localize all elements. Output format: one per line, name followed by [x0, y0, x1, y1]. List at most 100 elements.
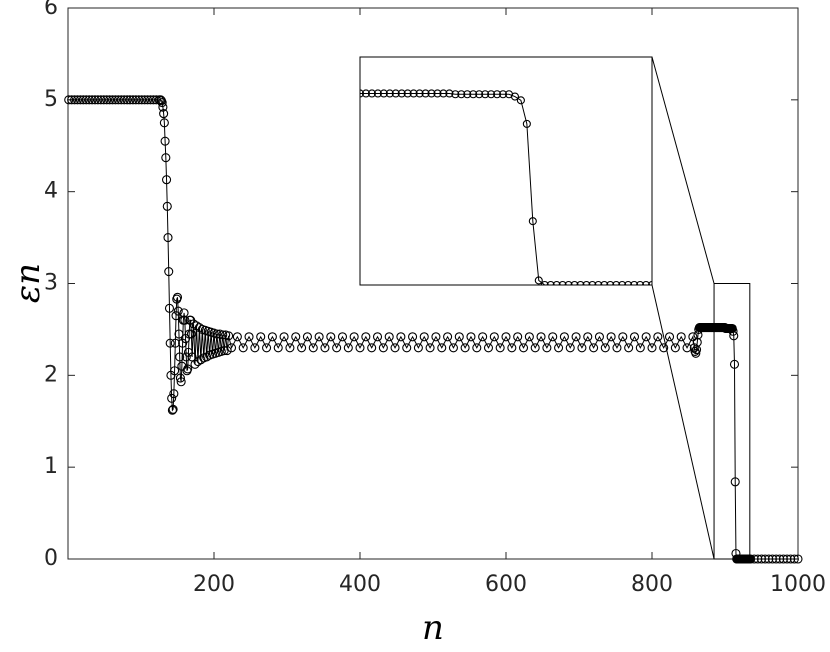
data-point	[753, 554, 763, 564]
data-point	[163, 233, 173, 243]
data-point	[583, 332, 593, 342]
data-point	[489, 332, 499, 342]
data-point	[552, 280, 561, 285]
data-point	[775, 554, 785, 564]
data-point	[113, 95, 123, 105]
data-point	[676, 332, 686, 342]
data-point	[285, 343, 295, 353]
data-point	[641, 332, 651, 342]
data-point	[291, 90, 298, 97]
data-point	[128, 95, 138, 105]
data-point	[408, 332, 418, 342]
data-point	[689, 343, 699, 353]
data-point	[577, 343, 587, 353]
data-point	[378, 343, 388, 353]
data-point	[162, 175, 172, 185]
data-point	[540, 280, 549, 285]
data-point	[367, 89, 376, 98]
data-point	[137, 95, 147, 105]
data-point	[528, 217, 537, 226]
data-point	[238, 343, 248, 353]
data-point	[534, 276, 543, 285]
data-point	[297, 343, 307, 353]
data-point	[172, 292, 183, 302]
data-point	[267, 90, 274, 97]
data-point	[606, 332, 616, 342]
data-point	[522, 119, 531, 128]
data-point	[483, 343, 494, 353]
data-point	[255, 90, 262, 97]
data-point	[320, 343, 330, 353]
data-point	[670, 343, 680, 353]
data-point	[774, 282, 781, 289]
data-point	[728, 326, 738, 336]
data-point	[516, 96, 525, 105]
data-point	[786, 554, 796, 564]
x-tick-label: 400	[339, 572, 381, 597]
data-point	[70, 95, 80, 105]
data-point	[624, 343, 634, 353]
data-point	[379, 89, 388, 98]
data-point	[337, 332, 348, 342]
data-point	[361, 332, 371, 342]
data-point	[554, 343, 564, 353]
data-point	[397, 89, 406, 98]
data-line	[360, 92, 652, 285]
data-point	[315, 90, 322, 97]
data-point	[122, 95, 132, 105]
data-point	[161, 153, 171, 163]
data-point	[162, 201, 172, 211]
data-point	[157, 98, 167, 108]
data-point	[174, 329, 184, 339]
data-point	[714, 282, 721, 289]
data-point	[487, 90, 496, 99]
data-point	[501, 332, 511, 342]
data-point	[279, 332, 289, 342]
data-point	[167, 405, 177, 415]
data-point	[309, 90, 316, 97]
data-point	[427, 89, 436, 98]
data-point	[367, 343, 377, 353]
data-point	[314, 332, 324, 342]
data-point	[178, 338, 188, 348]
data-point	[478, 332, 488, 342]
data-point	[225, 96, 232, 103]
data-point	[321, 90, 328, 97]
data-point	[548, 332, 558, 342]
zoom-region	[713, 283, 751, 560]
data-point	[647, 343, 657, 353]
x-axis-label: n	[422, 608, 444, 648]
data-point	[510, 92, 519, 101]
data-point	[415, 89, 424, 98]
data-point	[333, 90, 340, 97]
data-point	[443, 332, 453, 342]
data-point	[571, 332, 581, 342]
data-point	[183, 364, 193, 374]
data-point	[558, 280, 567, 285]
data-point	[451, 90, 460, 99]
data-point	[160, 136, 170, 146]
data-point	[600, 280, 609, 285]
y-tick-label: 5	[44, 87, 58, 112]
data-point	[570, 280, 579, 285]
data-point	[413, 343, 423, 353]
data-point	[169, 389, 179, 399]
data-point	[421, 89, 430, 98]
data-point	[559, 332, 569, 342]
data-point	[78, 95, 88, 105]
data-point	[175, 373, 185, 383]
data-point	[224, 331, 234, 341]
data-point	[90, 95, 100, 105]
data-point	[641, 280, 651, 285]
data-point	[481, 90, 490, 99]
data-point	[564, 280, 573, 285]
data-point	[339, 90, 346, 97]
data-point	[194, 323, 204, 333]
data-point	[279, 90, 286, 97]
data-point	[84, 95, 94, 105]
y-tick-label: 4	[44, 179, 58, 204]
data-point	[475, 90, 484, 99]
data-point	[782, 554, 792, 564]
inset-plot	[225, 89, 781, 289]
data-point	[327, 90, 334, 97]
